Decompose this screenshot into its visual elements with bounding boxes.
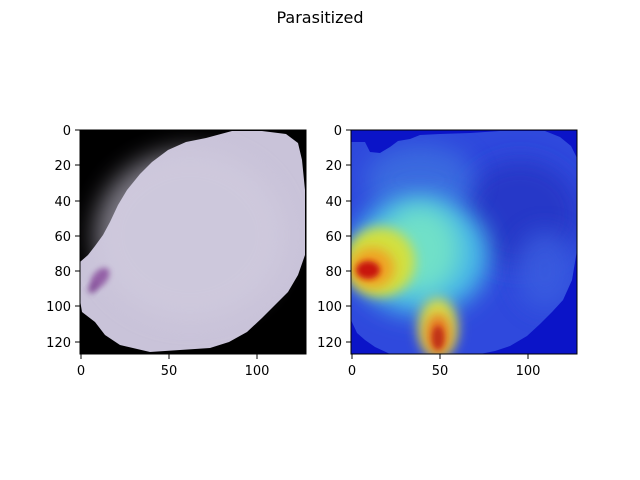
original-cell-image — [80, 130, 306, 354]
left-ytick-label: 120 — [46, 336, 71, 351]
left-ytick-label: 80 — [54, 265, 71, 280]
left-ytick-label: 20 — [54, 159, 71, 174]
cell-shading — [95, 150, 285, 320]
left-axes-frame — [79, 129, 307, 355]
figure-title: Parasitized — [276, 8, 364, 27]
left-ytick-label: 0 — [63, 124, 71, 139]
right-ytick-label: 40 — [325, 195, 342, 210]
left-ytick-label: 40 — [54, 195, 71, 210]
right-xtick-label: 100 — [516, 364, 541, 379]
left-xtick-label: 0 — [77, 364, 85, 379]
right-axes-frame — [350, 129, 578, 355]
right-ytick-label: 100 — [317, 300, 342, 315]
left-xtick-label: 50 — [161, 364, 178, 379]
right-axis-ticks — [346, 129, 529, 359]
left-axis-ticks — [75, 129, 258, 359]
right-ytick-label: 80 — [325, 265, 342, 280]
right-ytick-label: 0 — [334, 124, 342, 139]
left-ytick-label: 60 — [54, 230, 71, 245]
heatmap-cell-region — [351, 131, 577, 354]
right-xtick-label: 50 — [432, 364, 449, 379]
right-xtick-label: 0 — [348, 364, 356, 379]
right-ytick-label: 60 — [325, 230, 342, 245]
parasite-stain-core — [88, 282, 98, 294]
right-ytick-label: 20 — [325, 159, 342, 174]
left-xtick-label: 100 — [245, 364, 270, 379]
gradcam-heatmap-overlay — [351, 130, 577, 354]
right-ytick-label: 120 — [317, 336, 342, 351]
left-ytick-label: 100 — [46, 300, 71, 315]
